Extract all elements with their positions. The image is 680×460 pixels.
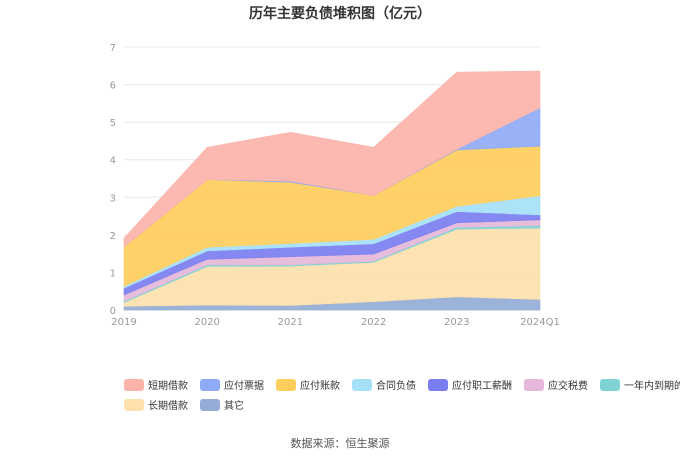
legend-swatch [352,379,372,391]
x-tick-label: 2019 [111,317,136,328]
legend: 短期借款 应付票据 应付账款 合同负债 应付职工薪酬 应交税费 一年内到期的非流动负债长期借… [124,379,680,412]
y-tick-label: 4 [110,156,116,167]
y-tick-label: 7 [110,43,116,54]
legend-label: 应付账款 [300,379,340,392]
legend-label: 应付票据 [224,379,264,392]
legend-item[interactable]: 一年内到期的非流动负债 [600,379,680,392]
legend-item[interactable]: 长期借款 [124,399,188,412]
x-tick-label: 2022 [361,317,386,328]
legend-swatch [600,379,620,391]
legend-swatch [524,379,544,391]
y-tick-label: 6 [110,81,116,92]
area-series-短期借款 [123,70,541,248]
legend-swatch [276,379,296,391]
legend-label: 应交税费 [548,379,588,392]
x-tick-label: 2021 [278,317,303,328]
legend-item[interactable]: 短期借款 [124,379,188,392]
y-tick-label: 3 [110,193,116,204]
y-tick-label: 2 [110,231,116,242]
legend-label: 应付职工薪酬 [452,379,512,392]
y-axis: 0 1 2 3 4 5 6 7 [110,43,116,317]
x-tick-label: 2020 [194,317,219,328]
legend-label: 短期借款 [148,379,188,392]
x-axis: 2019 2020 2021 2022 2023 2024Q1 [111,317,560,328]
legend-item[interactable]: 应付职工薪酬 [428,379,512,392]
legend-label: 其它 [224,399,244,412]
legend-item[interactable]: 合同负债 [352,379,416,392]
legend-swatch [124,399,144,411]
legend-swatch [428,379,448,391]
legend-item[interactable]: 应付票据 [200,379,264,392]
legend-swatch [200,379,220,391]
area-series [123,70,541,311]
legend-label: 长期借款 [148,399,188,412]
legend-label: 一年内到期的非流动负债 [624,379,680,392]
x-tick-label: 2024Q1 [520,317,560,328]
legend-label: 合同负债 [376,379,416,392]
legend-item[interactable]: 应付账款 [276,379,340,392]
data-source-note: 数据来源：恒生聚源 [291,436,390,450]
y-tick-label: 5 [110,118,116,129]
legend-item[interactable]: 应交税费 [524,379,588,392]
legend-swatch [124,379,144,391]
chart-title: 历年主要负债堆积图（亿元） [249,5,431,22]
legend-item[interactable]: 其它 [200,399,244,412]
y-tick-label: 0 [110,306,116,317]
x-tick-label: 2023 [444,317,469,328]
y-tick-label: 1 [110,268,116,279]
legend-swatch [200,399,220,411]
